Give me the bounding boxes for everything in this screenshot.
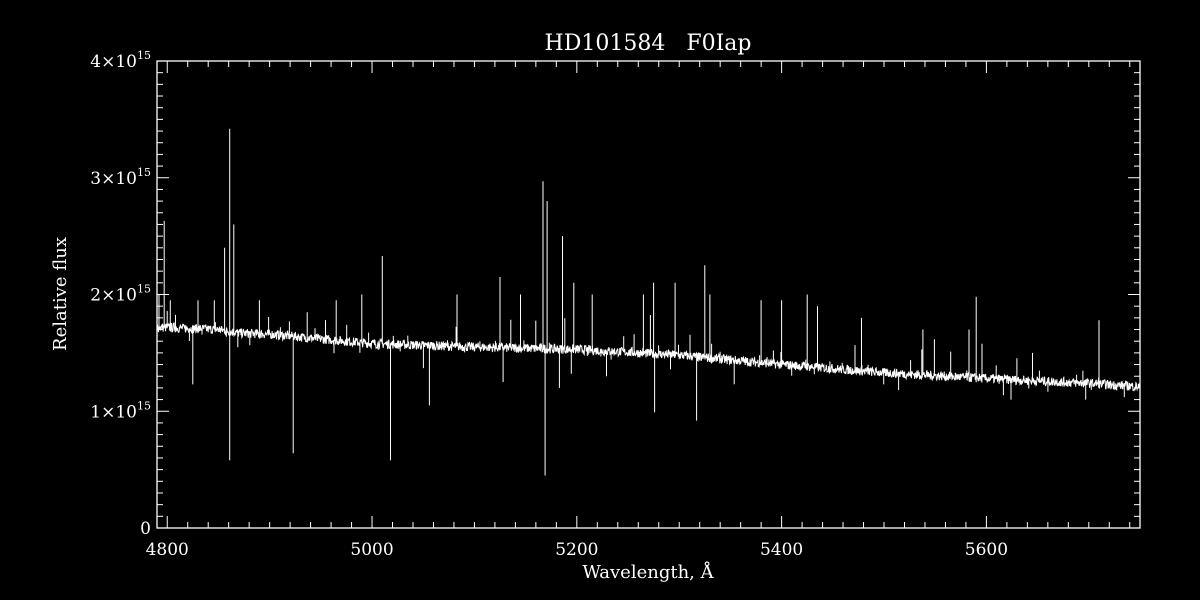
- x-tick-label: 5000: [350, 540, 393, 560]
- x-tick-label: 4800: [146, 540, 189, 560]
- y-tick-label: 4×1015: [90, 49, 151, 72]
- x-tick-labels: 4800 5000 5200 5400 5600: [146, 540, 1008, 560]
- spectrum-line: [156, 128, 1141, 476]
- chart-title: HD101584 F0Iap: [545, 31, 752, 56]
- x-tick-label: 5600: [965, 540, 1008, 560]
- y-tick-label: 0: [140, 519, 151, 539]
- x-tick-label: 5400: [760, 540, 803, 560]
- y-tick-label: 1×1015: [90, 399, 151, 422]
- x-axis-label: Wavelength, Å: [582, 561, 714, 583]
- y-axis-label: Relative flux: [50, 237, 71, 351]
- y-tick-label: 2×1015: [90, 283, 151, 306]
- y-tick-labels: 0 1×1015 2×1015 3×1015 4×1015: [90, 49, 151, 539]
- x-tick-label: 5200: [555, 540, 598, 560]
- plot-frame: [156, 60, 1141, 529]
- axis-ticks: [157, 60, 1140, 529]
- y-tick-label: 3×1015: [90, 166, 151, 189]
